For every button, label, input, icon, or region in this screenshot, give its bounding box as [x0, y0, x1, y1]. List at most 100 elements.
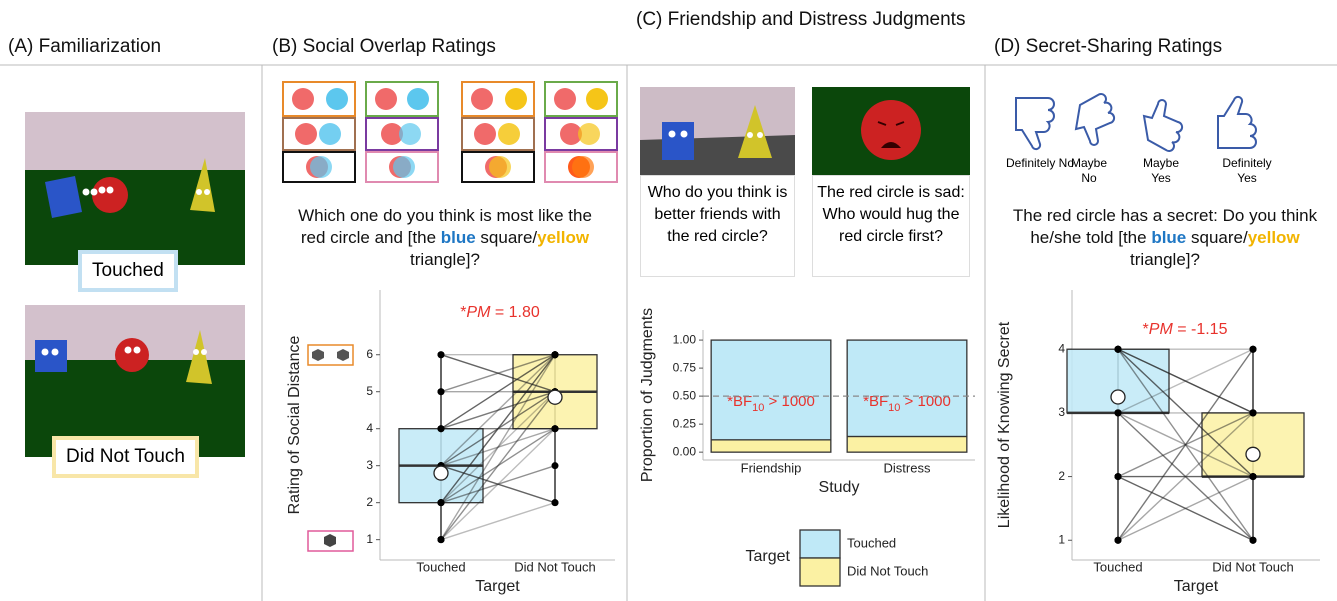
- x-tick-label: Did Not Touch: [514, 559, 595, 574]
- annotation-part: PM: [1149, 321, 1174, 338]
- pair-line: [1117, 348, 1254, 478]
- pair-line: [1117, 348, 1254, 414]
- annotation-part: *BF: [727, 393, 752, 410]
- panel-title: (B) Social Overlap Ratings: [272, 36, 496, 57]
- annotation-part: = 1.80: [490, 304, 539, 321]
- y-axis-label: Rating of Social Distance: [286, 336, 303, 515]
- x-tick-label: Touched: [1093, 559, 1142, 574]
- annotation-part: 10: [888, 402, 900, 414]
- mean: [1110, 389, 1126, 405]
- x-tick-label: Friendship: [741, 460, 802, 475]
- legend-label: Touched: [847, 535, 896, 550]
- point: [1114, 536, 1122, 544]
- y-tick-label: 3: [1058, 405, 1065, 419]
- y-tick-label: 0.50: [673, 388, 697, 402]
- annotation-part: *: [460, 304, 466, 321]
- point: [437, 536, 445, 544]
- question: The red circle has a secret: Do you thin…: [1000, 205, 1330, 271]
- point: [437, 425, 445, 433]
- scale-label: Definitely No: [1005, 156, 1075, 170]
- pair-line: [440, 465, 556, 504]
- prompt: Who do you think is better friends with …: [640, 175, 795, 277]
- point: [437, 388, 445, 396]
- question-text: blue: [1151, 228, 1187, 247]
- scale-label: Definitely Yes: [1222, 156, 1272, 185]
- legend-label: Did Not Touch: [847, 563, 928, 578]
- y-axis-label: Likelihood of Knowing Secret: [996, 321, 1013, 528]
- legend-swatch: [799, 529, 841, 559]
- pair-line: [1117, 348, 1254, 541]
- scale-label: Maybe No: [1070, 156, 1108, 185]
- annotation: *BF10 > 1000: [863, 393, 951, 414]
- legend-swatch: [799, 557, 841, 587]
- bar-segment: [846, 435, 968, 453]
- y-tick-label: 5: [366, 384, 373, 398]
- annotation: *BF10 > 1000: [727, 393, 815, 414]
- panel-title: (A) Familiarization: [8, 36, 162, 57]
- point: [551, 462, 559, 470]
- y-tick-label: 0.00: [673, 444, 697, 458]
- x-axis-label: Study: [819, 479, 860, 496]
- pair-line: [440, 391, 556, 504]
- question-text: square/: [475, 228, 538, 247]
- box: [1201, 412, 1305, 478]
- point: [551, 351, 559, 359]
- question: Which one do you think is most like the …: [290, 205, 600, 271]
- y-tick-label: 0.25: [673, 416, 697, 430]
- panel-title: (D) Secret-Sharing Ratings: [994, 36, 1223, 57]
- pair-line: [440, 354, 556, 541]
- point: [1114, 473, 1122, 481]
- x-tick-label: Did Not Touch: [1212, 559, 1293, 574]
- x-tick-label: Distress: [884, 460, 931, 475]
- annotation-part: = -1.15: [1173, 321, 1228, 338]
- scene-touched: [25, 112, 245, 265]
- thumb-icons: [1015, 93, 1257, 152]
- point: [1249, 345, 1257, 353]
- scale-label: Maybe Yes: [1142, 156, 1180, 185]
- pair-line: [1117, 475, 1254, 541]
- point: [551, 425, 559, 433]
- mean: [433, 465, 449, 481]
- bar-segment: [846, 339, 968, 438]
- annotation: *PM = 1.80: [460, 304, 540, 321]
- pair-line: [1117, 475, 1254, 541]
- y-tick-label: 1: [366, 532, 373, 546]
- question-text: yellow: [537, 228, 590, 247]
- scene-friendship: [640, 87, 795, 175]
- y-axis-label: Proportion of Judgments: [639, 308, 656, 482]
- bar-segment: [710, 339, 832, 441]
- mean: [1245, 446, 1261, 462]
- pair-line: [440, 354, 556, 393]
- point: [1114, 345, 1122, 353]
- condition-label: Touched: [78, 250, 178, 292]
- question-text: The red circle has a secret: Do you thin…: [1012, 206, 1318, 247]
- point: [1249, 409, 1257, 417]
- annotation-part: *BF: [863, 393, 888, 410]
- x-axis-label: Target: [1174, 578, 1219, 595]
- legend-title: Target: [746, 548, 791, 565]
- question-text: triangle]?: [410, 250, 480, 269]
- annotation-part: > 1000: [764, 393, 814, 410]
- point: [1114, 409, 1122, 417]
- annotation: *PM = -1.15: [1143, 321, 1228, 338]
- annotation-part: > 1000: [900, 393, 950, 410]
- annotation-part: *: [1143, 321, 1149, 338]
- question-text: triangle]?: [1130, 250, 1200, 269]
- annotation-part: 10: [752, 402, 764, 414]
- pair-line: [440, 354, 556, 430]
- y-tick-label: 2: [366, 495, 373, 509]
- point: [437, 499, 445, 507]
- question-text: yellow: [1247, 228, 1300, 247]
- condition-label: Did Not Touch: [52, 436, 199, 478]
- scale-anchor-icons: [307, 344, 354, 552]
- y-tick-label: 4: [366, 421, 373, 435]
- bar-segment: [710, 439, 832, 453]
- scene-distress: [812, 87, 970, 175]
- y-tick-label: 1.00: [673, 332, 697, 346]
- y-tick-label: 0.75: [673, 360, 697, 374]
- pair-line: [440, 391, 556, 430]
- y-tick-label: 1: [1058, 532, 1065, 546]
- prompt: The red circle is sad: Who would hug the…: [812, 175, 970, 277]
